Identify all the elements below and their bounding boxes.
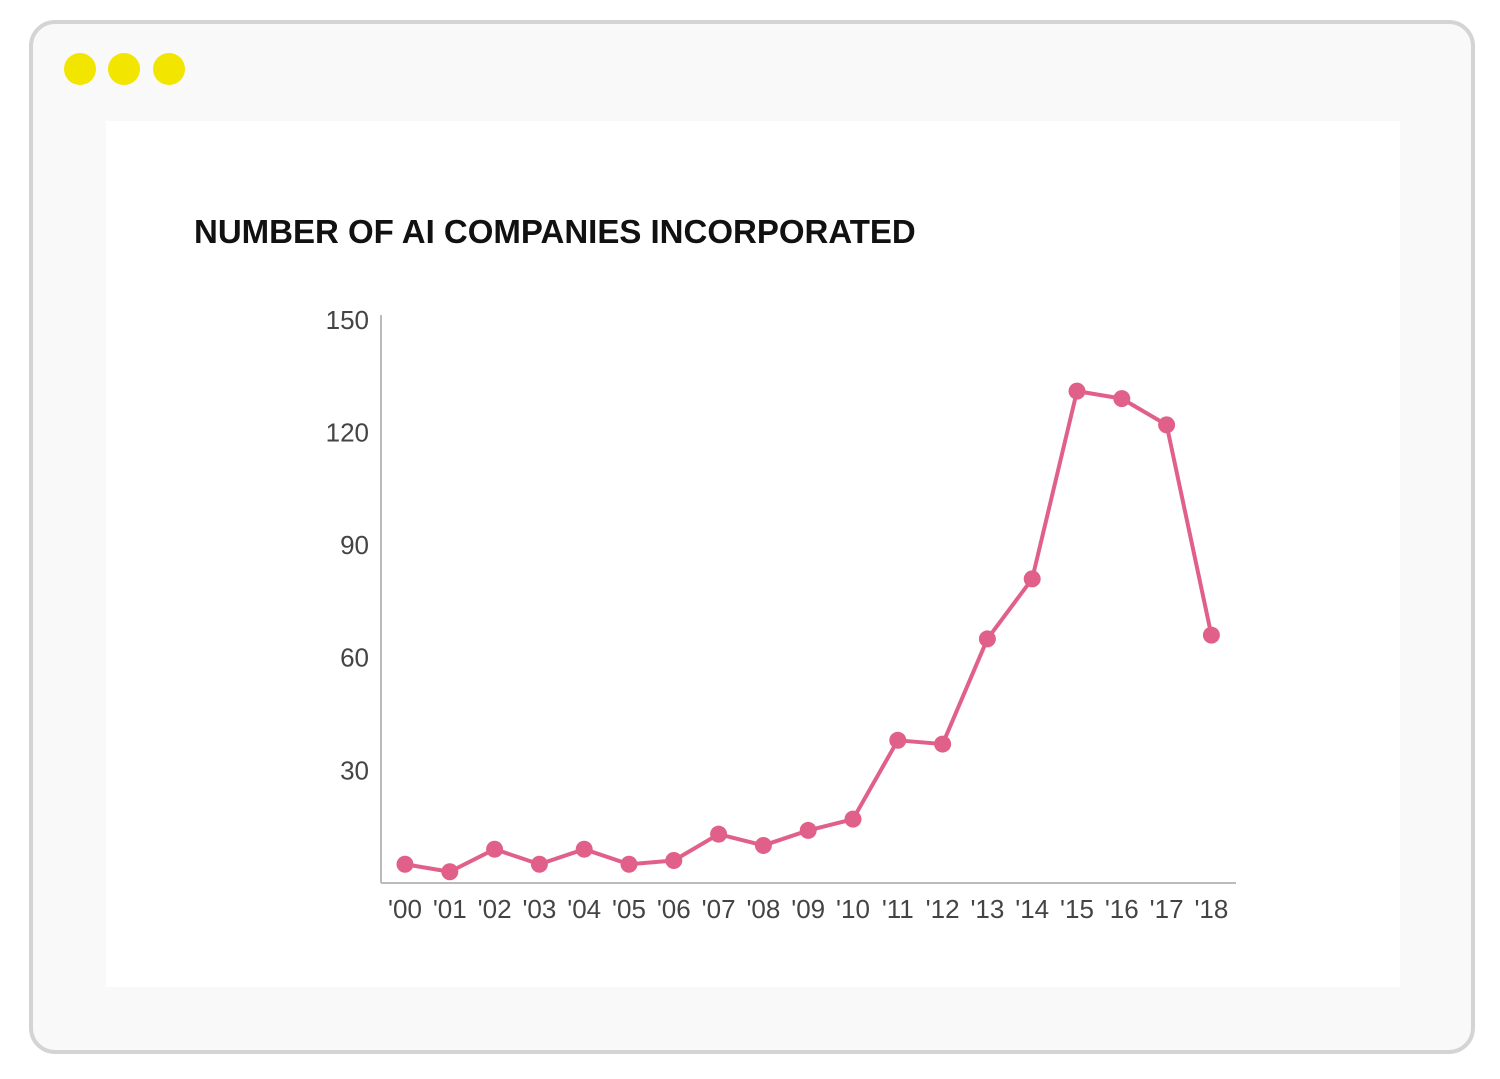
- window-dot-1[interactable]: [64, 53, 96, 85]
- x-axis: '00 '01 '02 '03 '04 '05 '06 '07 '08 '09 '10 '11 '12 '…: [381, 882, 1236, 924]
- x-tick-label: '06: [657, 894, 691, 924]
- y-tick-label: 150: [326, 305, 369, 335]
- data-point[interactable]: [844, 810, 862, 828]
- data-point[interactable]: [889, 731, 907, 749]
- data-point[interactable]: [1158, 416, 1176, 434]
- x-tick-label: '18: [1194, 894, 1228, 924]
- series-line: [403, 389, 1214, 874]
- chart-panel: NUMBER OF AI COMPANIES INCORPORATED 30 60…: [106, 121, 1400, 987]
- y-tick-label: 90: [340, 530, 369, 560]
- x-tick-label: '07: [702, 894, 736, 924]
- data-point[interactable]: [575, 840, 593, 858]
- y-tick-label: 60: [340, 643, 369, 673]
- data-point[interactable]: [1023, 570, 1041, 588]
- data-point[interactable]: [710, 825, 728, 843]
- x-tick-label: '13: [970, 894, 1004, 924]
- x-tick-label: '12: [926, 894, 960, 924]
- x-tick-label: '03: [522, 894, 556, 924]
- x-tick-label: '16: [1105, 894, 1139, 924]
- data-point[interactable]: [1068, 382, 1086, 400]
- data-point[interactable]: [1113, 390, 1131, 408]
- x-tick-label: '02: [478, 894, 512, 924]
- data-point[interactable]: [799, 821, 817, 839]
- x-tick-label: '04: [567, 894, 601, 924]
- data-point[interactable]: [934, 735, 952, 753]
- data-point[interactable]: [620, 855, 638, 873]
- data-point[interactable]: [486, 840, 504, 858]
- x-tick-label: '10: [836, 894, 870, 924]
- data-point[interactable]: [978, 630, 996, 648]
- x-tick-label: '00: [388, 894, 422, 924]
- x-tick-label: '17: [1150, 894, 1184, 924]
- x-tick-label: '09: [791, 894, 825, 924]
- data-point[interactable]: [396, 855, 414, 873]
- browser-window: NUMBER OF AI COMPANIES INCORPORATED 30 60…: [29, 20, 1475, 1054]
- data-point[interactable]: [665, 851, 683, 869]
- y-tick-label: 120: [326, 417, 369, 447]
- window-dot-3[interactable]: [153, 53, 185, 85]
- data-point[interactable]: [441, 863, 459, 881]
- x-tick-label: '01: [433, 894, 467, 924]
- x-tick-label: '14: [1015, 894, 1049, 924]
- line-chart: 30 60 90 120 150 '00 '01 '02 '03 '04 '05 '06 '07 '08…: [326, 305, 1236, 924]
- x-tick-label: '05: [612, 894, 646, 924]
- y-axis: 30 60 90 120 150: [326, 305, 382, 883]
- chart-title: NUMBER OF AI COMPANIES INCORPORATED: [194, 213, 916, 250]
- window-dot-2[interactable]: [108, 53, 140, 85]
- y-tick-label: 30: [340, 755, 369, 785]
- series-group: [396, 382, 1220, 881]
- data-point[interactable]: [1202, 626, 1220, 644]
- x-tick-label: '15: [1060, 894, 1094, 924]
- x-tick-label: '08: [746, 894, 780, 924]
- x-tick-label: '11: [882, 894, 914, 924]
- data-point[interactable]: [754, 836, 772, 854]
- data-point[interactable]: [530, 855, 548, 873]
